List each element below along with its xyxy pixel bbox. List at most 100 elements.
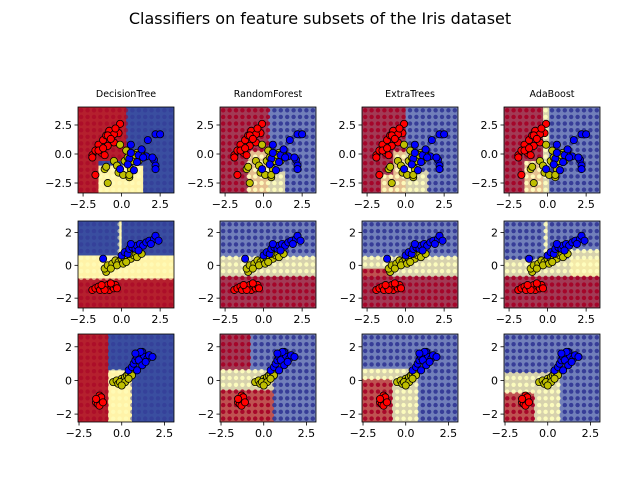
grid-dot (221, 222, 226, 227)
grid-dot (136, 114, 141, 120)
grid-dot (297, 187, 303, 192)
grid-dot (297, 348, 303, 354)
data-point-class-2 (552, 140, 561, 149)
grid-dot (433, 187, 438, 192)
grid-dot (594, 242, 599, 247)
grid-dot (433, 248, 438, 254)
data-point-class-1 (264, 258, 273, 267)
grid-dot (162, 335, 167, 340)
grid-dot (111, 402, 116, 408)
grid-dot (272, 335, 277, 340)
grid-dot (562, 341, 567, 347)
grid-dot (123, 108, 129, 113)
data-point-class-2 (430, 239, 439, 248)
grid-dot (511, 127, 516, 133)
grid-dot (420, 235, 425, 240)
grid-dot (233, 335, 239, 340)
grid-dot (575, 369, 580, 374)
grid-dot (363, 141, 368, 146)
grid-dot (85, 262, 90, 267)
grid-dot (446, 295, 451, 301)
grid-dot (414, 180, 419, 186)
data-point-class-0 (372, 153, 381, 162)
grid-dot (130, 289, 135, 294)
data-point-class-2 (567, 357, 576, 366)
grid-dot (375, 409, 381, 415)
grid-dot (233, 275, 239, 281)
grid-dot (272, 382, 277, 387)
grid-dot (363, 341, 368, 347)
grid-dot (452, 348, 457, 354)
grid-dot (407, 282, 413, 287)
data-point-class-2 (283, 357, 292, 366)
grid-dot (123, 289, 129, 294)
data-point-class-0 (100, 151, 109, 160)
grid-dot (537, 335, 542, 340)
grid-dot (388, 382, 393, 387)
grid-dot (117, 302, 122, 307)
grid-dot (285, 409, 290, 415)
grid-dot (427, 409, 432, 415)
grid-dot (227, 248, 232, 254)
grid-dot (420, 341, 425, 347)
grid-dot (433, 402, 438, 408)
x-tick-label: −2.5 (212, 313, 239, 326)
grid-dot (505, 147, 510, 153)
data-point-class-2 (298, 130, 307, 139)
grid-dot (505, 341, 510, 347)
grid-dot (265, 416, 271, 421)
grid-dot (143, 174, 148, 179)
data-point-class-2 (279, 145, 288, 154)
grid-dot (117, 335, 122, 340)
grid-dot (259, 242, 264, 247)
grid-dot (594, 348, 599, 354)
grid-dot (581, 147, 587, 153)
grid-dot (543, 402, 548, 408)
grid-dot (446, 416, 451, 421)
grid-dot (85, 228, 90, 234)
data-point-class-2 (148, 153, 157, 162)
grid-dot (452, 268, 457, 274)
grid-dot (562, 222, 567, 227)
data-point-class-0 (537, 124, 546, 133)
grid-dot (85, 375, 90, 381)
data-point-class-2 (417, 366, 426, 375)
grid-dot (439, 262, 445, 267)
grid-dot (524, 369, 529, 374)
grid-dot (143, 341, 148, 347)
data-point-class-0 (241, 144, 250, 153)
grid-dot (253, 302, 258, 307)
grid-dot (130, 262, 135, 267)
grid-dot (388, 369, 393, 374)
grid-dot (285, 114, 290, 120)
grid-dot (136, 416, 141, 421)
grid-dot (524, 228, 529, 234)
grid-dot (517, 242, 523, 247)
grid-dot (123, 348, 129, 354)
grid-dot (111, 275, 116, 281)
x-tick-label: 0.0 (539, 198, 557, 211)
grid-dot (111, 416, 116, 421)
grid-dot (79, 289, 84, 294)
grid-dot (136, 389, 141, 394)
grid-dot (259, 295, 264, 301)
grid-dot (304, 255, 309, 261)
grid-dot (233, 108, 239, 113)
grid-dot (517, 161, 523, 166)
x-tick-label: 2.5 (293, 198, 311, 211)
grid-dot (98, 302, 103, 307)
grid-dot (278, 228, 283, 234)
grid-dot (369, 114, 374, 120)
grid-dot (388, 416, 393, 421)
y-tick-label: 0.0 (481, 148, 499, 161)
grid-dot (395, 341, 400, 347)
data-point-class-0 (382, 398, 391, 407)
grid-dot (407, 134, 413, 139)
grid-dot (452, 402, 457, 408)
grid-dot (278, 375, 283, 381)
y-tick-label: 0 (207, 374, 214, 387)
grid-dot (91, 382, 97, 387)
grid-dot (575, 362, 580, 367)
data-point-class-2 (134, 246, 143, 255)
grid-dot (310, 341, 315, 347)
